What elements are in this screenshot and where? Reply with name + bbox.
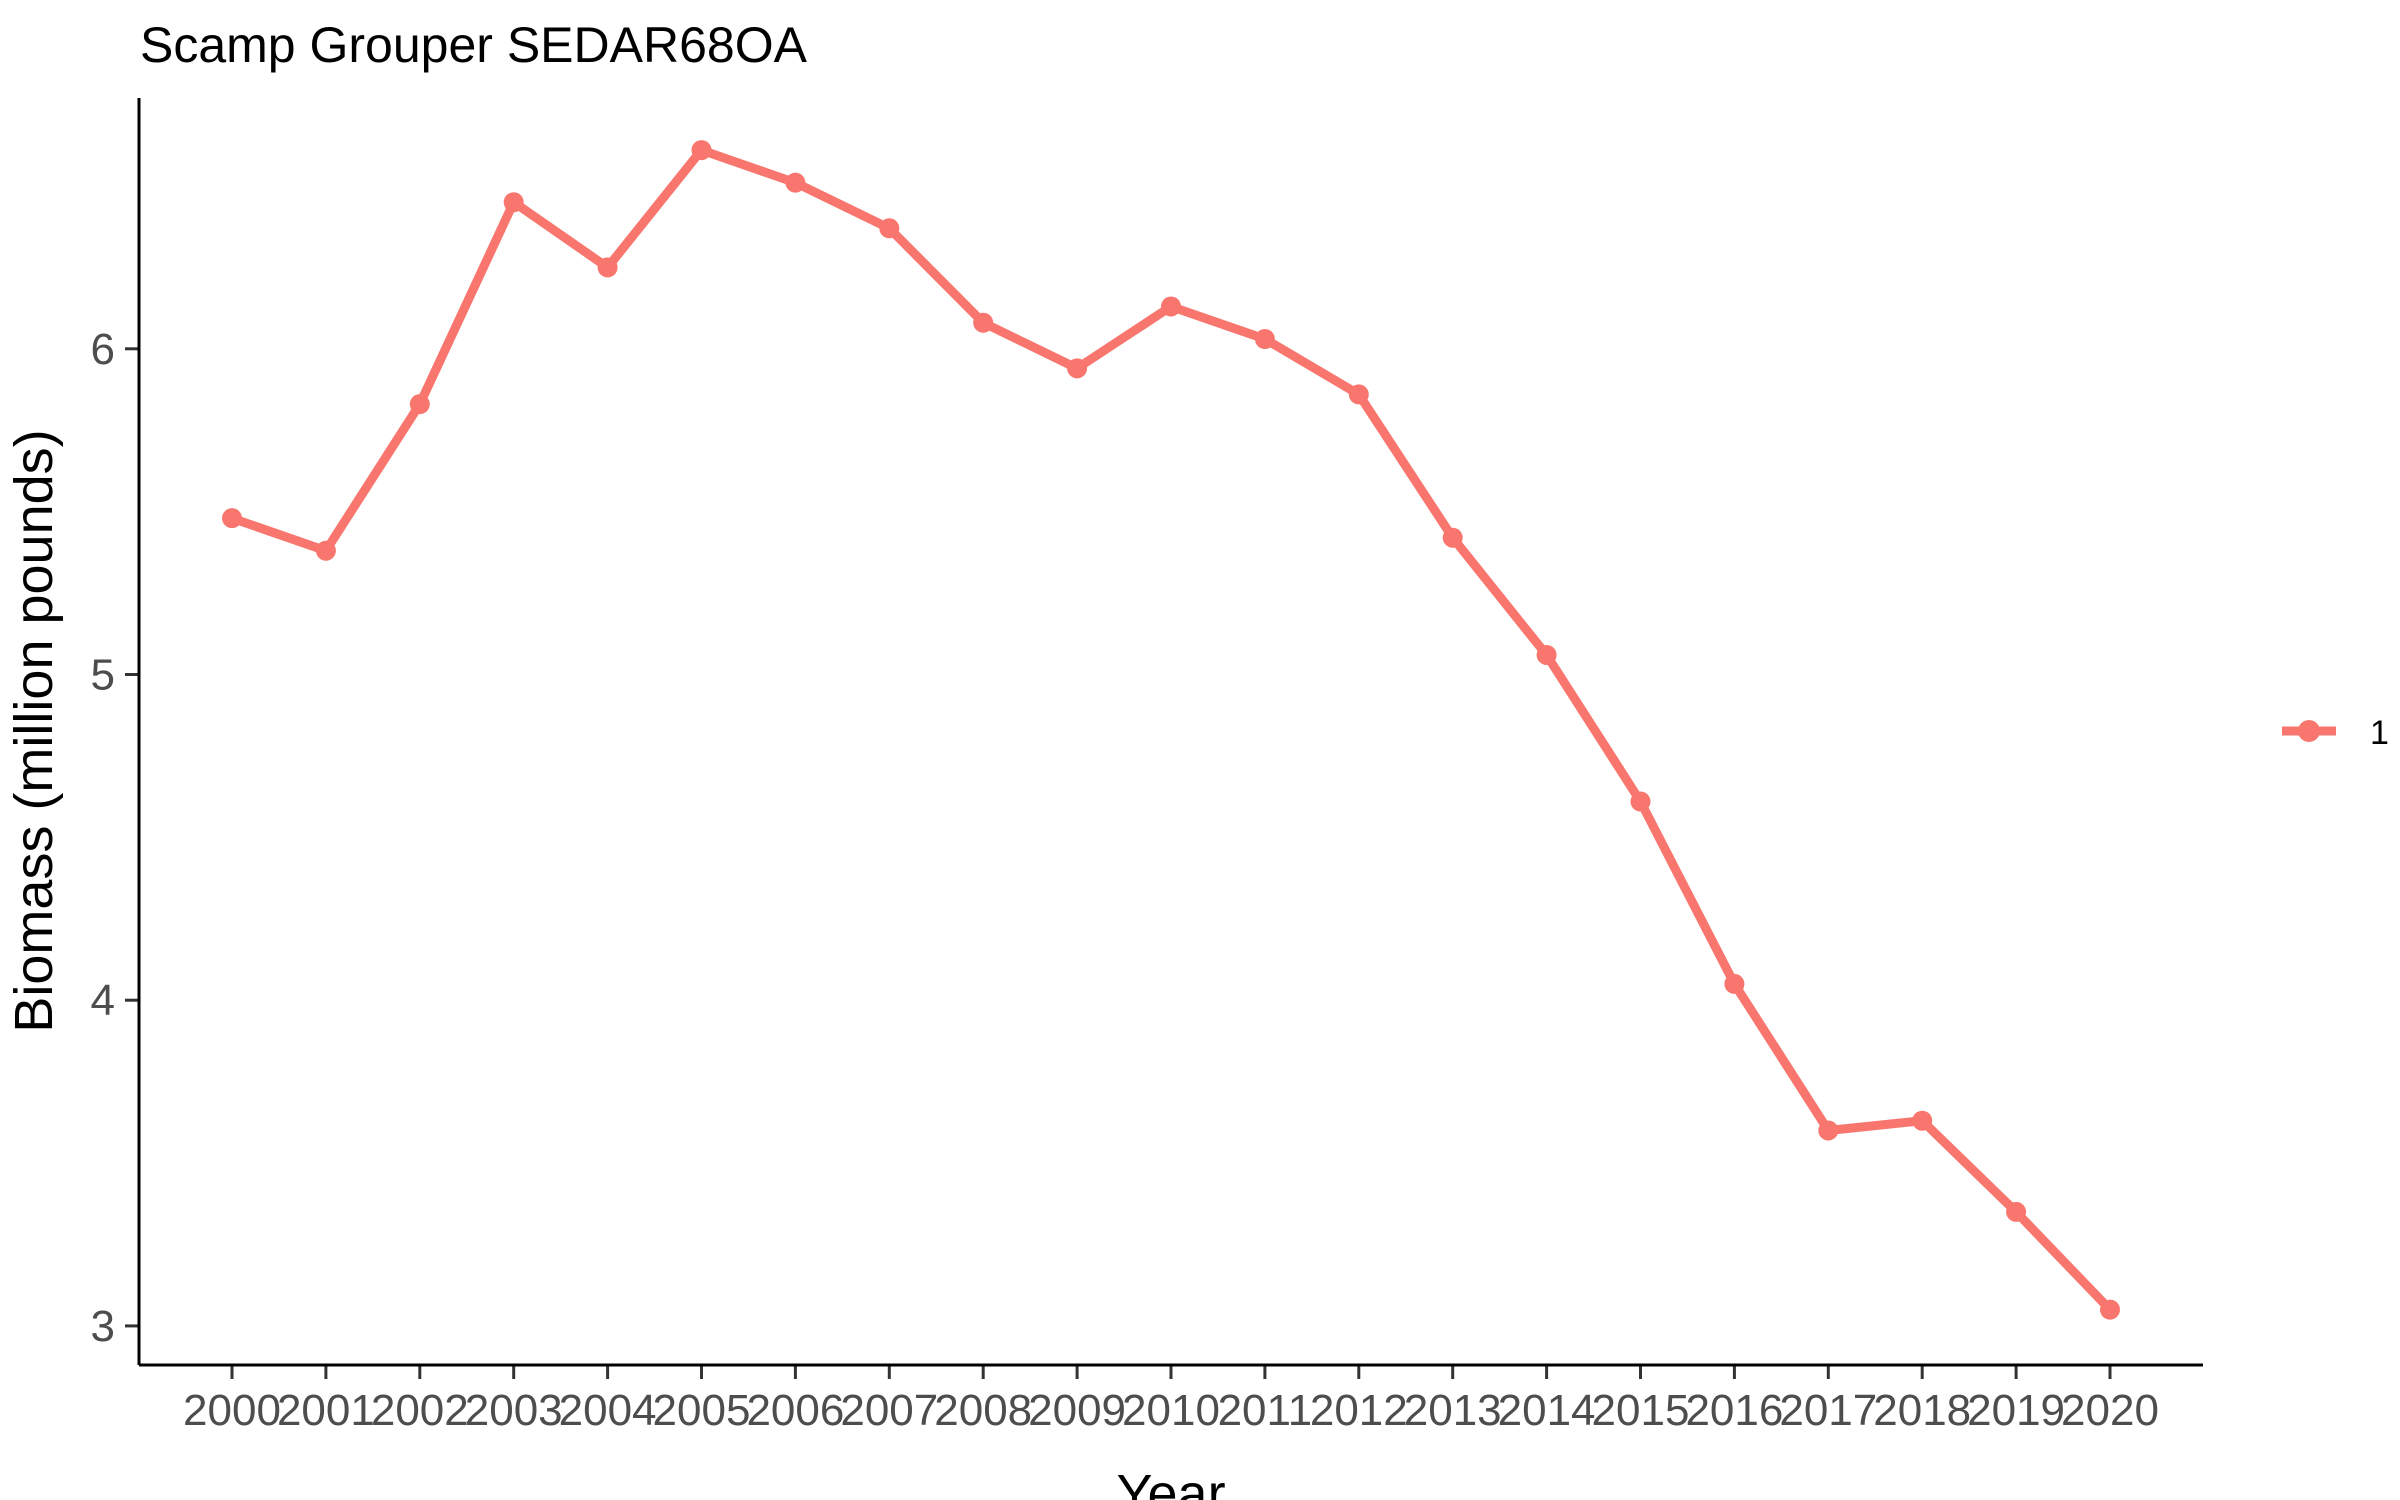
data-point: [1067, 358, 1088, 379]
data-point: [222, 508, 242, 529]
x-tick-label: 2003: [465, 1386, 563, 1435]
data-point: [1912, 1110, 1933, 1131]
x-axis-title: Year: [1116, 1464, 1225, 1500]
x-axis-ticks: 2000200120022003200420052006200720082009…: [183, 1365, 2159, 1435]
x-tick-label: 2010: [1122, 1386, 1220, 1435]
y-tick-label: 4: [91, 976, 115, 1025]
data-point: [973, 312, 994, 333]
data-point: [1536, 644, 1557, 665]
x-tick-label: 2019: [1967, 1386, 2065, 1435]
data-point: [1630, 791, 1651, 812]
x-tick-label: 2004: [559, 1386, 657, 1435]
legend-label: 1: [2370, 714, 2389, 752]
y-tick-label: 5: [91, 651, 115, 700]
x-tick-label: 2002: [371, 1386, 469, 1435]
data-point: [879, 218, 900, 239]
x-tick-label: 2001: [277, 1386, 375, 1435]
legend: 1: [2282, 714, 2389, 752]
y-axis-ticks: 3 4 5 6: [91, 325, 139, 1351]
series-1: [222, 140, 2120, 1320]
data-point: [1254, 329, 1275, 350]
data-point: [2006, 1201, 2027, 1222]
x-tick-label: 2009: [1028, 1386, 1126, 1435]
data-point: [409, 394, 430, 415]
x-tick-label: 2006: [746, 1386, 844, 1435]
x-tick-label: 2017: [1779, 1386, 1877, 1435]
data-point: [315, 540, 336, 561]
x-tick-label: 2007: [840, 1386, 938, 1435]
data-point: [503, 192, 524, 213]
chart-title: Scamp Grouper SEDAR68OA: [140, 17, 808, 73]
data-point: [785, 172, 806, 193]
x-tick-label: 2016: [1685, 1386, 1783, 1435]
data-point: [691, 140, 712, 161]
x-tick-label: 2011: [1218, 1386, 1313, 1435]
y-tick-label: 6: [91, 325, 115, 374]
y-axis-title: Biomass (million pounds): [4, 429, 64, 1032]
x-tick-label: 2012: [1310, 1386, 1408, 1435]
data-point: [1161, 296, 1181, 317]
data-point: [2100, 1299, 2120, 1320]
x-tick-label: 2008: [934, 1386, 1032, 1435]
x-tick-label: 2018: [1873, 1386, 1971, 1435]
x-tick-label: 2005: [653, 1386, 751, 1435]
x-tick-label: 2015: [1592, 1386, 1690, 1435]
x-tick-label: 2020: [2061, 1386, 2159, 1435]
x-tick-label: 2013: [1404, 1386, 1502, 1435]
y-tick-label: 3: [91, 1302, 115, 1351]
x-tick-label: 2014: [1498, 1386, 1596, 1435]
data-point: [1442, 527, 1463, 548]
data-point: [1724, 973, 1745, 994]
data-point: [1348, 384, 1369, 405]
legend-key-marker: [2298, 720, 2320, 742]
data-point: [1818, 1120, 1839, 1141]
data-point: [597, 257, 618, 278]
x-tick-label: 2000: [183, 1386, 281, 1435]
